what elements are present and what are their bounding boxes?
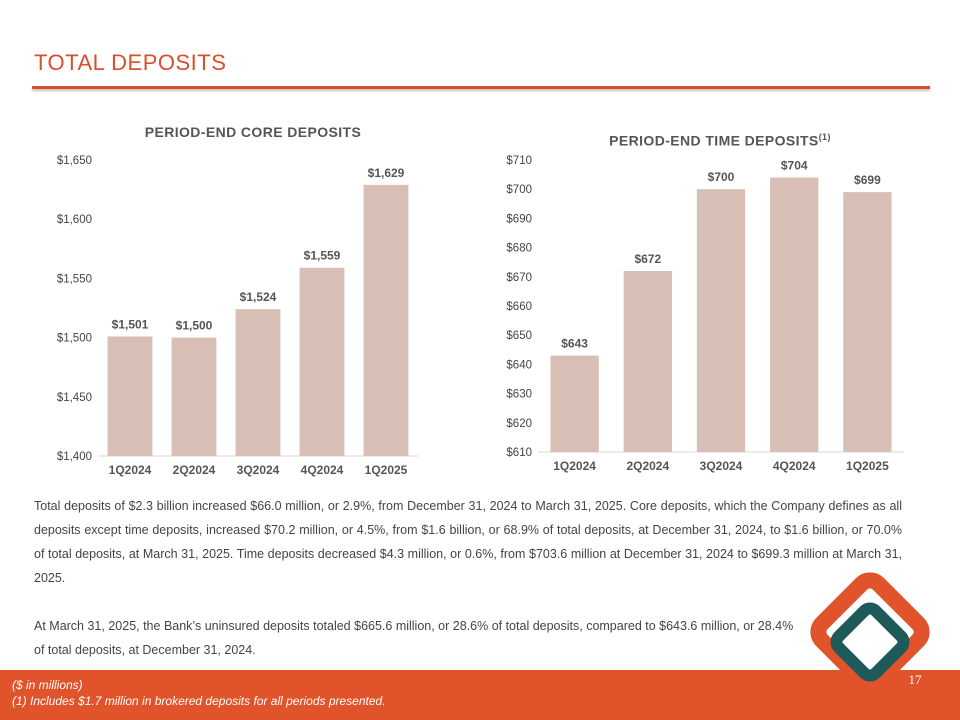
time-chart-title-text: PERIOD-END TIME DEPOSITS [609,132,819,149]
time-chart-title: PERIOD-END TIME DEPOSITS(1) [530,132,910,149]
time-y-tick-label: $660 [506,301,532,313]
time-bar [843,192,892,452]
time-y-tick-label: $620 [506,418,532,430]
time-y-tick-label: $640 [506,359,532,371]
core-bar [171,337,217,456]
core-y-tick-label: $1,650 [57,155,92,167]
time-bar [550,355,599,452]
core-chart-title: PERIOD-END CORE DEPOSITS [88,124,418,140]
logo-teal-diamond [830,602,910,682]
time-bar [623,270,672,452]
footer-bar: ($ in millions) (1) Includes $1.7 millio… [0,670,960,720]
core-bar [235,309,281,456]
time-y-tick-label: $710 [506,155,532,167]
time-y-tick-label: $690 [506,213,532,225]
core-y-tick-label: $1,550 [57,273,92,285]
time-x-tick-label: 1Q2025 [846,459,889,473]
time-data-label: $643 [561,337,588,351]
core-data-label: $1,501 [112,317,149,331]
core-y-tick-label: $1,450 [57,392,92,404]
time-data-label: $704 [781,159,808,173]
core-y-tick-label: $1,400 [57,451,92,463]
time-data-label: $672 [634,252,661,266]
core-bar [107,336,153,456]
time-x-tick-label: 3Q2024 [700,459,743,473]
time-bar [770,177,819,452]
time-y-tick-label: $680 [506,243,532,255]
core-x-tick-label: 1Q2024 [109,463,152,477]
core-chart-title-text: PERIOD-END CORE DEPOSITS [144,124,362,140]
core-y-tick-label: $1,600 [57,214,92,226]
core-data-label: $1,500 [176,319,213,333]
core-bar [299,267,345,456]
core-x-tick-label: 4Q2024 [301,463,344,477]
time-y-tick-label: $650 [506,330,532,342]
time-y-tick-label: $610 [506,447,532,459]
page-number: 17 [908,672,922,687]
core-data-label: $1,629 [368,166,405,180]
core-data-label: $1,524 [240,290,277,304]
page-title: TOTAL DEPOSITS [34,50,227,75]
core-x-tick-label: 2Q2024 [173,463,216,477]
brokered-footnote: (1) Includes $1.7 million in brokered de… [12,694,386,708]
company-logo [810,572,930,692]
time-data-label: $699 [854,173,881,187]
core-y-tick-label: $1,500 [57,333,92,345]
time-y-tick-label: $630 [506,389,532,401]
time-bar [696,189,746,452]
core-x-tick-label: 1Q2025 [365,463,408,477]
title-divider [32,86,930,89]
uninsured-paragraph: At March 31, 2025, the Bank’s uninsured … [34,619,794,657]
core-bar [363,184,409,456]
time-x-tick-label: 4Q2024 [773,459,816,473]
core-data-label: $1,559 [304,249,341,263]
time-y-tick-label: $670 [506,272,532,284]
time-x-tick-label: 1Q2024 [553,459,596,473]
time-chart-title-footnote-ref: (1) [818,132,831,142]
units-footnote: ($ in millions) [12,678,83,692]
time-x-tick-label: 2Q2024 [626,459,669,473]
core-x-tick-label: 3Q2024 [237,463,280,477]
time-y-tick-label: $700 [506,184,532,196]
time-data-label: $700 [708,170,735,184]
summary-paragraph: Total deposits of $2.3 billion increased… [34,499,902,585]
logo-orange-diamond [810,572,930,692]
